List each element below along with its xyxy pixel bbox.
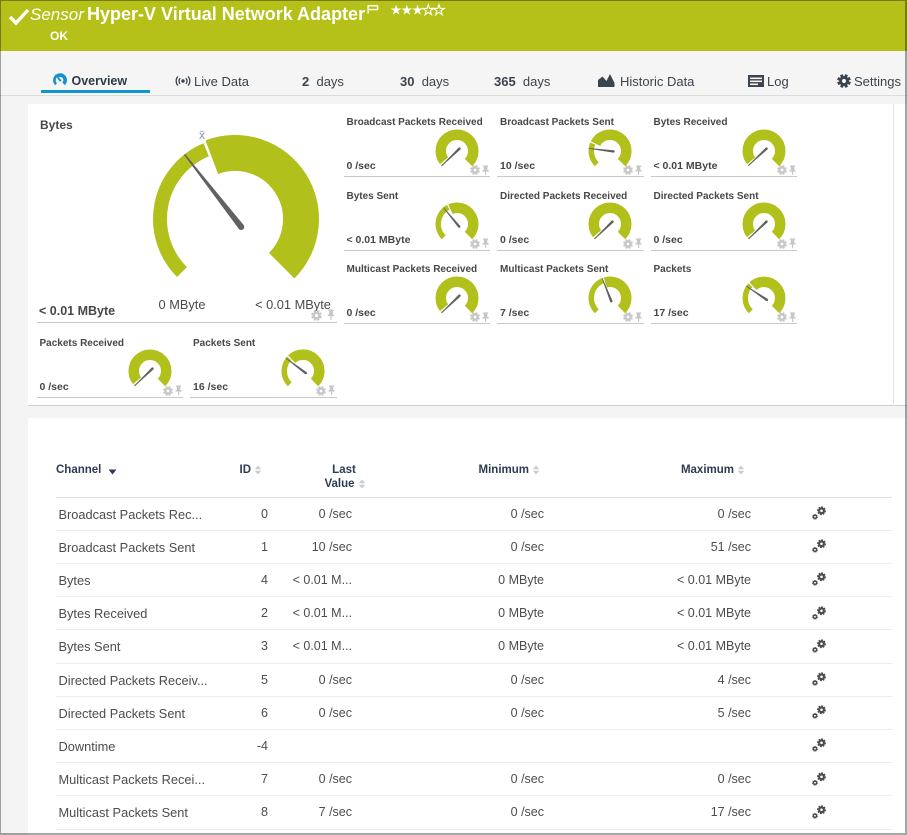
svg-text:x̄: x̄ bbox=[199, 128, 205, 142]
